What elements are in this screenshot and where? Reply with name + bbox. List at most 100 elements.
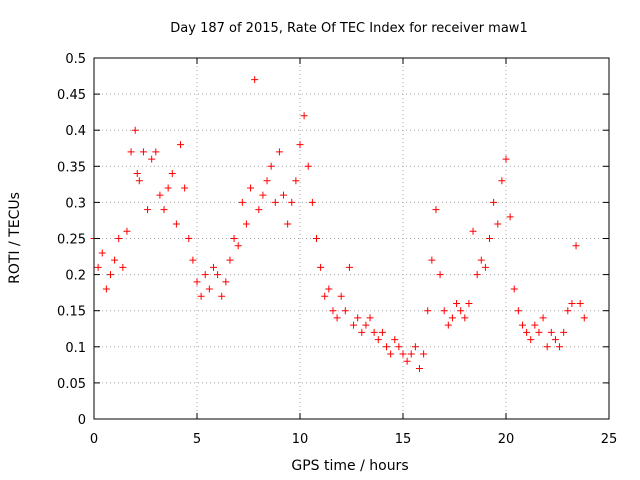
data-point — [144, 206, 152, 214]
data-point — [337, 292, 345, 300]
data-point — [428, 256, 436, 264]
data-point — [275, 148, 283, 156]
data-point — [304, 162, 312, 170]
data-point — [284, 220, 292, 228]
data-point — [133, 170, 141, 178]
data-point — [362, 321, 370, 329]
data-point — [580, 314, 588, 322]
grid-layer — [94, 58, 609, 419]
data-point — [560, 328, 568, 336]
data-point — [222, 278, 230, 286]
data-point — [465, 299, 473, 307]
data-point — [123, 227, 131, 235]
data-point — [288, 198, 296, 206]
data-point — [127, 148, 135, 156]
data-point — [341, 307, 349, 315]
data-point — [280, 191, 288, 199]
y-tick-label: 0.3 — [65, 196, 86, 211]
data-point — [345, 263, 353, 271]
data-point — [148, 155, 156, 163]
data-point — [160, 206, 168, 214]
data-point — [506, 213, 514, 221]
x-tick-label: 0 — [90, 432, 98, 447]
data-point — [135, 177, 143, 185]
data-point — [415, 364, 423, 372]
data-point — [234, 242, 242, 250]
data-point — [218, 292, 226, 300]
data-point — [119, 263, 127, 271]
data-point — [181, 184, 189, 192]
data-point — [214, 271, 222, 279]
data-point — [527, 336, 535, 344]
data-point — [543, 343, 551, 351]
data-point — [551, 336, 559, 344]
y-tick-label: 0.35 — [57, 160, 86, 175]
data-point — [539, 314, 547, 322]
plot-frame — [93, 57, 610, 420]
data-point — [469, 227, 477, 235]
data-point — [486, 235, 494, 242]
data-point — [238, 198, 246, 206]
data-point — [444, 321, 452, 329]
data-point — [510, 285, 518, 293]
axis-ticks: 0 0.05 0.1 0.15 0.2 0.25 0.3 0.35 0.4 0.45 0.5 0 5 10… — [57, 52, 617, 447]
data-point — [436, 271, 444, 279]
data-point — [325, 285, 333, 293]
data-point — [564, 307, 572, 315]
data-point — [403, 357, 411, 365]
y-tick-label: 0.05 — [57, 377, 86, 392]
data-points — [90, 76, 588, 372]
data-point — [296, 141, 304, 149]
x-tick-label: 20 — [498, 432, 515, 447]
data-point — [308, 198, 316, 206]
data-point — [568, 299, 576, 307]
data-point — [547, 328, 555, 336]
data-point — [205, 285, 213, 293]
data-point — [391, 336, 399, 344]
data-point — [102, 285, 110, 293]
data-point — [420, 350, 428, 358]
data-point — [535, 328, 543, 336]
data-point — [247, 184, 255, 192]
data-point — [440, 307, 448, 315]
data-point — [395, 343, 403, 351]
data-point — [300, 112, 308, 120]
data-point — [411, 343, 419, 351]
data-point — [106, 271, 114, 279]
data-point — [399, 350, 407, 358]
data-point — [242, 220, 250, 228]
data-point — [226, 256, 234, 264]
data-point — [383, 343, 391, 351]
data-point — [263, 177, 271, 185]
data-point — [424, 307, 432, 315]
data-point — [354, 314, 362, 322]
data-point — [448, 314, 456, 322]
data-point — [453, 299, 461, 307]
x-axis-label: GPS time / hours — [291, 458, 408, 474]
chart-title: Day 187 of 2015, Rate Of TEC Index for r… — [170, 21, 527, 36]
data-point — [378, 328, 386, 336]
data-point — [494, 220, 502, 228]
y-tick-label: 0.15 — [57, 305, 86, 320]
data-point — [461, 314, 469, 322]
y-tick-label: 0.1 — [65, 341, 86, 356]
data-point — [350, 321, 358, 329]
data-point — [115, 235, 123, 242]
data-point — [168, 170, 176, 178]
data-point — [514, 307, 522, 315]
data-point — [193, 278, 201, 286]
data-point — [267, 162, 275, 170]
data-point — [457, 307, 465, 315]
y-axis-label: ROTI / TECUs — [7, 192, 23, 284]
data-point — [358, 328, 366, 336]
x-tick-label: 10 — [292, 432, 309, 447]
data-point — [255, 206, 263, 214]
data-point — [407, 350, 415, 358]
data-point — [185, 235, 193, 242]
data-point — [523, 328, 531, 336]
data-point — [387, 350, 395, 358]
data-point — [111, 256, 119, 264]
data-point — [531, 321, 539, 329]
data-point — [329, 307, 337, 315]
